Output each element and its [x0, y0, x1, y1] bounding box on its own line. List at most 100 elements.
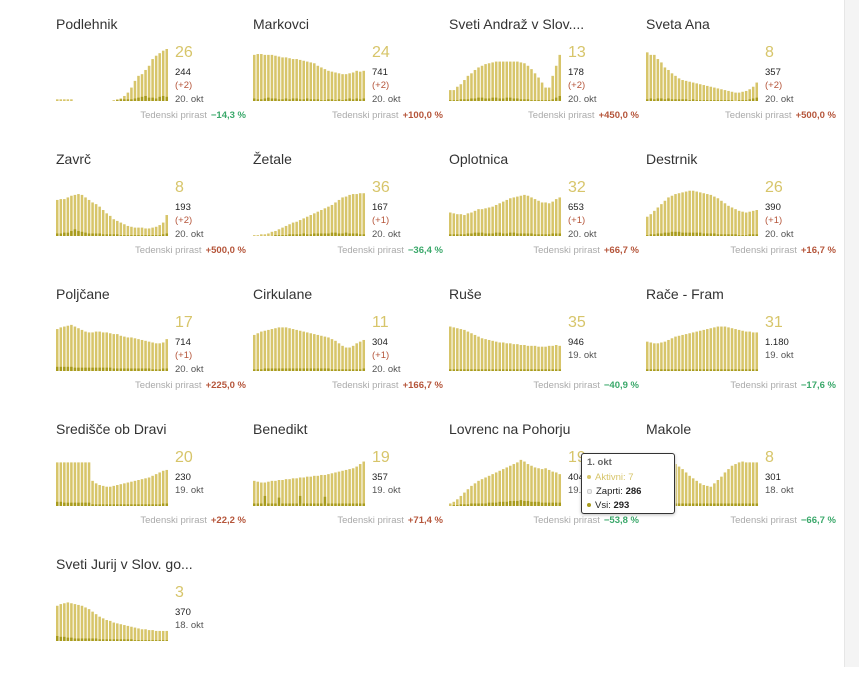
- bar-active[interactable]: [147, 368, 151, 371]
- bar-total[interactable]: [470, 485, 473, 506]
- bar-active[interactable]: [466, 504, 470, 506]
- bar-active[interactable]: [748, 369, 751, 371]
- bar-total[interactable]: [270, 54, 274, 101]
- bar-active[interactable]: [688, 232, 691, 236]
- bar-total[interactable]: [554, 65, 558, 101]
- bar-total[interactable]: [302, 218, 305, 236]
- bar-active[interactable]: [484, 503, 487, 506]
- bar-active[interactable]: [334, 232, 337, 236]
- bar-active[interactable]: [463, 504, 466, 506]
- bar-total[interactable]: [151, 475, 154, 506]
- bar-active[interactable]: [298, 99, 302, 101]
- bar-active[interactable]: [133, 504, 137, 506]
- bar-total[interactable]: [263, 330, 267, 371]
- bar-active[interactable]: [316, 503, 320, 506]
- bar-total[interactable]: [737, 329, 741, 371]
- bar-total[interactable]: [298, 330, 302, 371]
- bar-total[interactable]: [98, 616, 101, 641]
- bar-total[interactable]: [505, 467, 509, 506]
- bar-total[interactable]: [105, 620, 108, 641]
- bar-active[interactable]: [530, 100, 533, 101]
- bar-active[interactable]: [702, 100, 706, 101]
- bar-active[interactable]: [720, 369, 723, 371]
- bar-total[interactable]: [663, 341, 667, 371]
- bar-active[interactable]: [695, 369, 698, 371]
- bar-total[interactable]: [452, 213, 456, 236]
- bar-total[interactable]: [533, 199, 537, 236]
- bar-total[interactable]: [649, 342, 653, 371]
- bar-active[interactable]: [123, 99, 126, 101]
- bar-active[interactable]: [744, 235, 748, 236]
- bar-total[interactable]: [734, 329, 737, 371]
- bar-active[interactable]: [727, 369, 730, 371]
- bar-active[interactable]: [660, 233, 663, 236]
- bar-total[interactable]: [526, 195, 530, 236]
- bar-active[interactable]: [327, 503, 330, 506]
- bar-active[interactable]: [281, 368, 284, 371]
- bar-active[interactable]: [684, 232, 688, 236]
- bar-total[interactable]: [691, 82, 695, 101]
- bar-active[interactable]: [737, 235, 741, 236]
- bar-total[interactable]: [56, 462, 59, 506]
- bar-active[interactable]: [147, 235, 151, 236]
- bar-total[interactable]: [547, 345, 551, 371]
- bar-total[interactable]: [530, 69, 533, 101]
- bar-total[interactable]: [751, 210, 755, 236]
- bar-active[interactable]: [540, 502, 544, 506]
- bar-active[interactable]: [323, 368, 327, 371]
- bar-total[interactable]: [530, 345, 533, 371]
- bar-total[interactable]: [519, 459, 523, 506]
- bar-active[interactable]: [337, 369, 341, 371]
- bar-active[interactable]: [459, 369, 463, 371]
- bar-total[interactable]: [105, 213, 108, 236]
- bar-active[interactable]: [698, 100, 702, 101]
- bar-total[interactable]: [323, 474, 327, 506]
- bar-active[interactable]: [663, 369, 667, 371]
- bar-active[interactable]: [730, 234, 734, 236]
- bar-total[interactable]: [98, 206, 101, 236]
- bar-total[interactable]: [547, 203, 551, 236]
- bar-total[interactable]: [540, 202, 544, 236]
- bar-active[interactable]: [137, 368, 140, 371]
- bar-total[interactable]: [670, 338, 674, 371]
- bar-active[interactable]: [723, 369, 727, 371]
- bar-total[interactable]: [154, 55, 158, 101]
- sparkline-chart[interactable]: [56, 454, 169, 506]
- bar-total[interactable]: [656, 343, 660, 371]
- bar-active[interactable]: [137, 504, 140, 506]
- bar-active[interactable]: [323, 100, 327, 101]
- bar-total[interactable]: [533, 73, 537, 101]
- bar-total[interactable]: [723, 90, 727, 101]
- bar-total[interactable]: [646, 52, 649, 101]
- bar-active[interactable]: [165, 233, 169, 236]
- bar-active[interactable]: [695, 100, 698, 101]
- bar-active[interactable]: [456, 505, 459, 506]
- sparkline-chart[interactable]: [56, 589, 169, 641]
- bar-active[interactable]: [133, 640, 137, 641]
- bar-active[interactable]: [649, 98, 653, 101]
- bar-total[interactable]: [512, 464, 516, 506]
- bar-total[interactable]: [112, 622, 116, 641]
- bar-total[interactable]: [530, 197, 533, 236]
- bar-total[interactable]: [63, 326, 66, 371]
- bar-active[interactable]: [695, 503, 698, 506]
- bar-active[interactable]: [737, 503, 741, 506]
- bar-total[interactable]: [84, 462, 87, 506]
- bar-total[interactable]: [116, 334, 119, 371]
- bar-total[interactable]: [730, 328, 734, 371]
- bar-active[interactable]: [674, 99, 677, 101]
- bar-total[interactable]: [341, 74, 344, 101]
- bar-total[interactable]: [526, 65, 530, 101]
- bar-total[interactable]: [91, 332, 94, 371]
- bar-total[interactable]: [463, 329, 466, 371]
- bar-total[interactable]: [337, 199, 341, 236]
- bar-active[interactable]: [98, 639, 101, 641]
- bar-total[interactable]: [646, 216, 649, 236]
- bar-active[interactable]: [523, 369, 526, 371]
- bar-total[interactable]: [295, 59, 298, 101]
- bar-active[interactable]: [112, 639, 116, 641]
- bar-active[interactable]: [691, 369, 695, 371]
- bar-total[interactable]: [487, 63, 491, 101]
- bar-total[interactable]: [727, 327, 730, 371]
- bar-active[interactable]: [84, 367, 87, 371]
